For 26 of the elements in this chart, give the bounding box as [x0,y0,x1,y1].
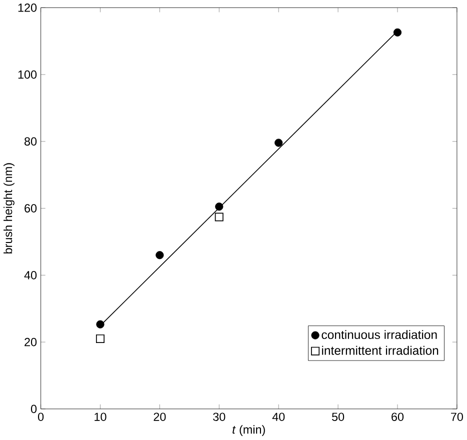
x-tick-label: 70 [451,412,463,422]
y-tick-label: 80 [24,138,37,146]
y-tick-label: 120 [18,4,37,12]
point [156,251,164,260]
point [96,334,105,344]
legend-label: intermittent irradiation [322,346,438,356]
x-tick-label: 60 [392,412,404,422]
x-tick-label: 40 [272,412,285,422]
y-axis-title: brush height (nm) [4,163,14,254]
x-tick-label: 30 [213,412,226,422]
point [214,212,224,222]
y-tick-label: 60 [24,204,37,213]
x-tick-label: 10 [94,412,106,422]
y-tick-label: 100 [18,70,37,79]
y-tick-label: 0 [30,405,37,414]
x-tick-label: 0 [38,412,44,422]
x-tick-label: 50 [332,412,344,422]
point [96,320,104,329]
point [274,138,283,148]
x-tick-label: 20 [154,412,166,422]
y-tick-label: 20 [24,338,37,346]
point [393,28,402,37]
legend-label: continuous irradiation [322,330,437,340]
y-tick-label: 40 [24,271,37,280]
point [215,202,224,211]
x-axis-title: t (min) [232,425,265,436]
